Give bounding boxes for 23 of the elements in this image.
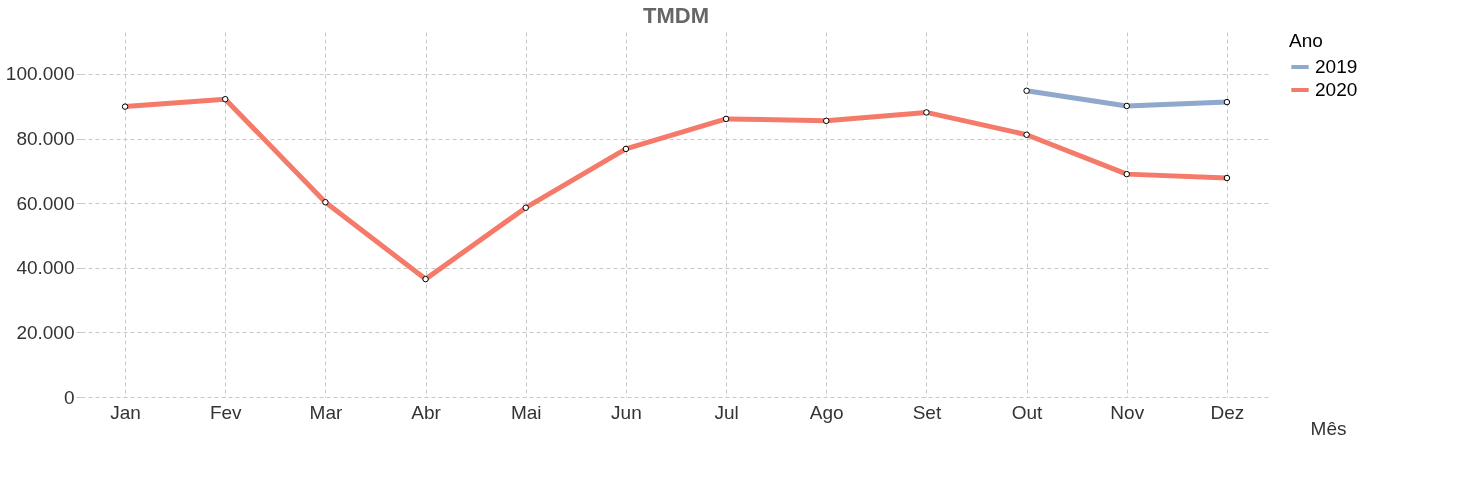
legend-title: Ano [1289,30,1323,51]
x-tick-label: Jan [110,401,141,423]
x-tick-label: Jun [611,401,642,423]
x-tick-label: Dez [1210,401,1245,423]
y-tick-label: 80.000 [16,128,75,150]
y-tick-label: 20.000 [16,321,75,343]
x-axis-title: Mês [1310,417,1347,439]
x-tick-label: Mai [510,401,542,423]
x-tick-label: Nov [1110,401,1145,423]
y-tick-label: 100.000 [5,63,75,85]
x-tick-label: Mar [309,401,343,423]
y-tick-label: 40.000 [16,257,75,279]
y-tick-label: 60.000 [16,192,75,214]
legend-label: 2020 [1315,79,1358,100]
x-tick-label: Jul [714,401,739,423]
x-tick-label: Out [1011,401,1044,423]
x-tick-label: Abr [411,401,442,423]
x-tick-label: Ago [809,401,844,423]
legend-label: 2019 [1315,56,1358,77]
y-tick-label: 0 [63,386,75,408]
x-tick-label: Set [912,401,942,423]
x-tick-label: Fev [209,401,243,423]
chart-title: TMDM [643,3,709,28]
